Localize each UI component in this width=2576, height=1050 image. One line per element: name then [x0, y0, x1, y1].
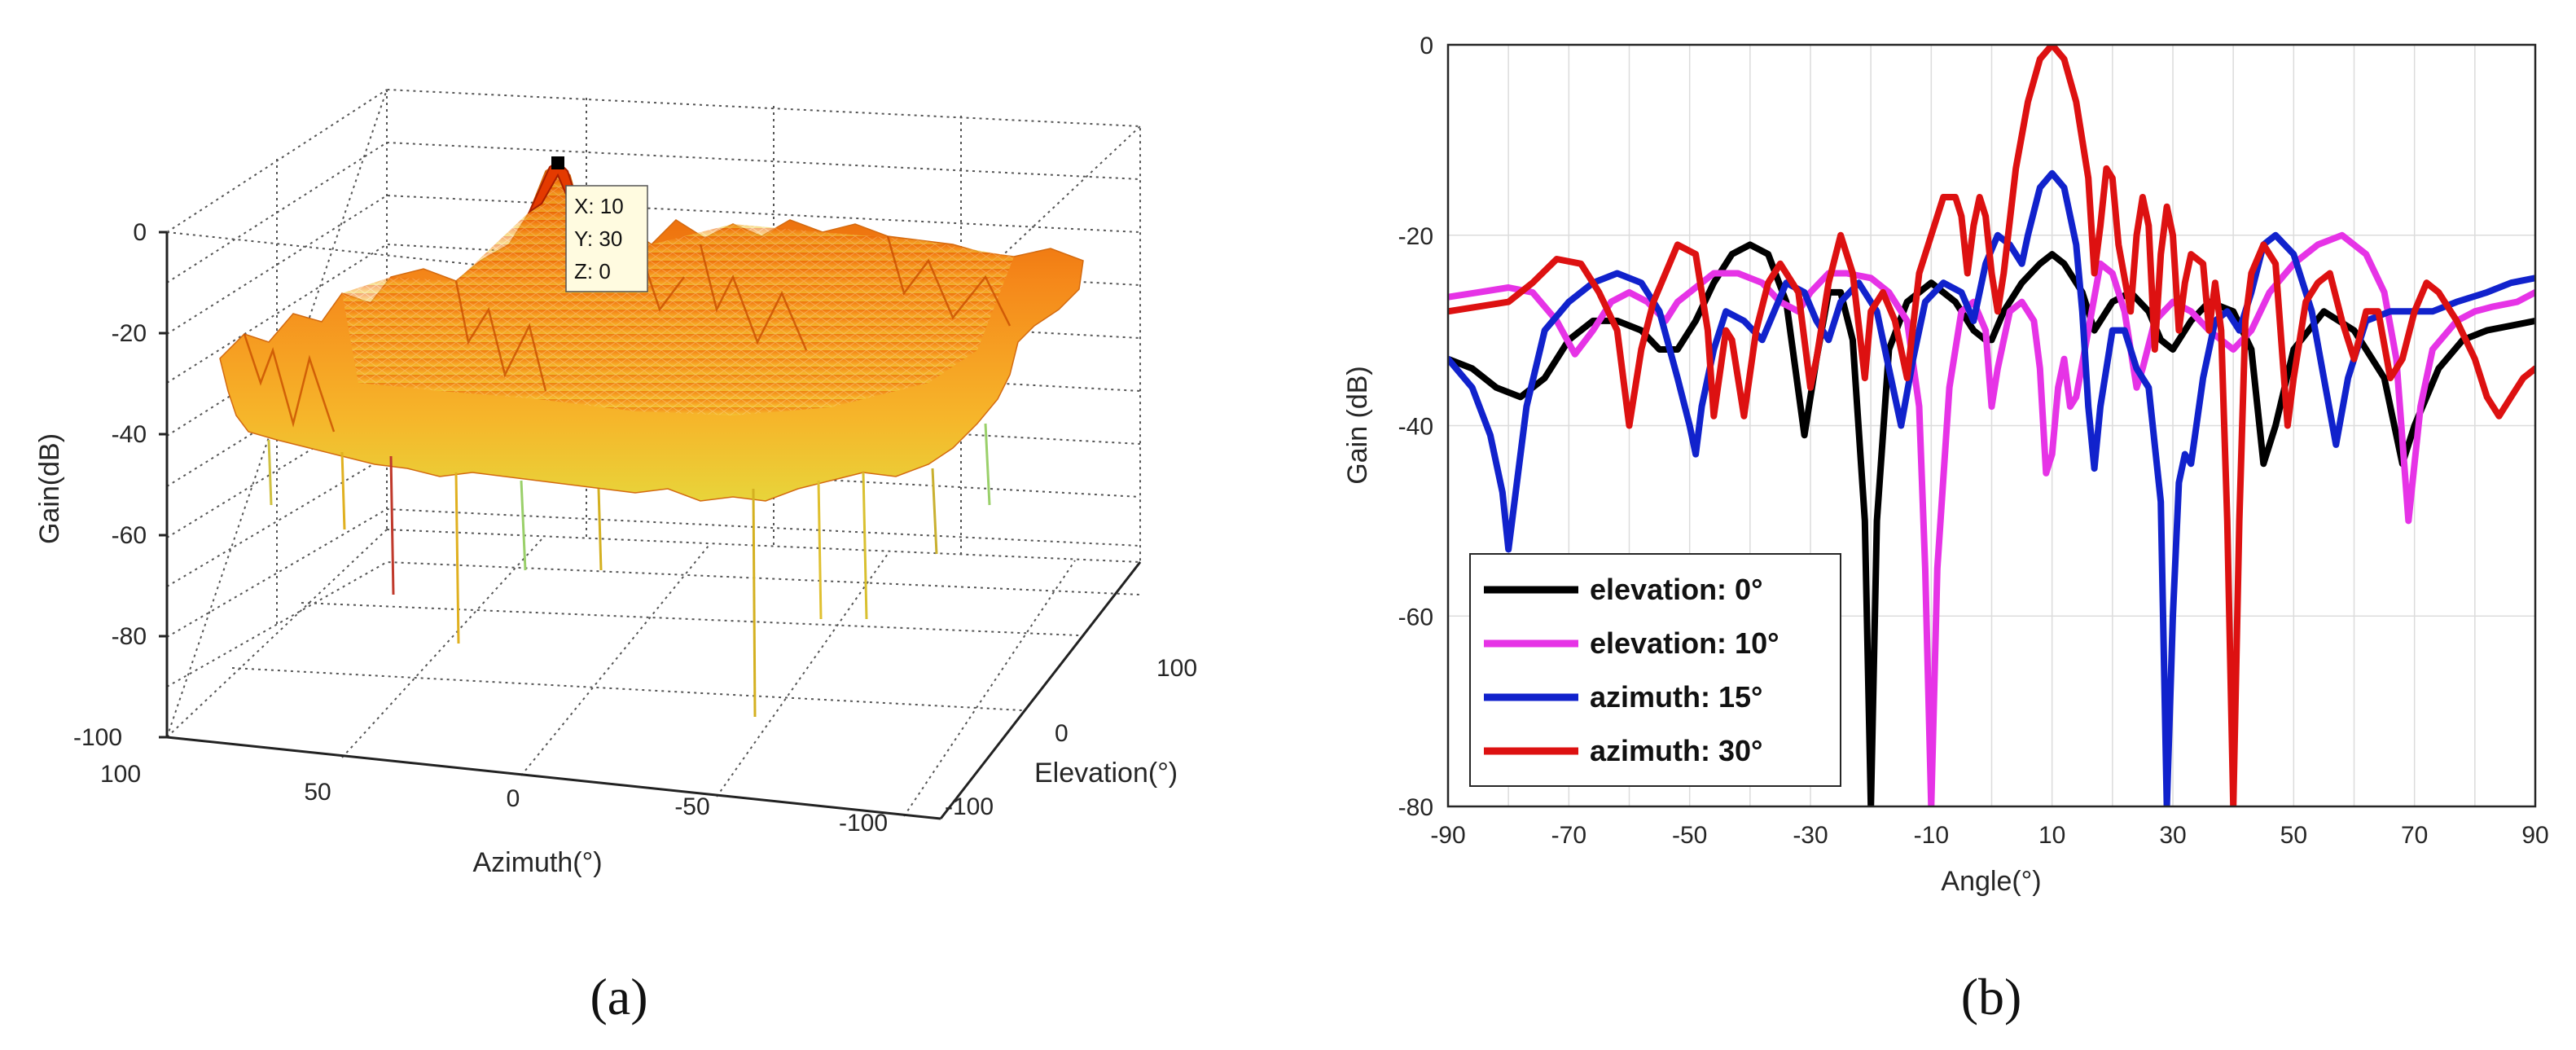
datatip-y: Y: 30 — [574, 226, 622, 251]
legend-label: azimuth: 30° — [1590, 734, 1762, 767]
datatip-z: Z: 0 — [574, 259, 611, 283]
x-tick-label: -90 — [1430, 822, 1465, 849]
line-chart: -90 -70 -50 -30 -10 10 30 50 70 90 0-20-40-60-80 … — [1342, 33, 2549, 1026]
y-tick-label: 0 — [1420, 33, 1433, 59]
gain-surface — [219, 160, 1084, 718]
x-tick-label: -10 — [1914, 822, 1949, 849]
x-tick-label: 10 — [2038, 822, 2065, 849]
panel-a-caption: (a) — [590, 968, 647, 1026]
x-tick-label: -30 — [1793, 822, 1828, 849]
legend-label: elevation: 10° — [1590, 626, 1780, 660]
x-axis-label: Angle(°) — [1941, 866, 2041, 897]
surface-mesh-overlay — [342, 163, 1014, 415]
azimuth-tick-label: -100 — [839, 810, 888, 837]
y-axis-ticks: 0 -20 -40 -60 -80 — [1398, 33, 1433, 821]
y-tick-label: -80 — [1398, 794, 1433, 821]
y-tick-label: -40 — [1398, 414, 1433, 441]
x-tick-label: 90 — [2521, 822, 2548, 849]
x-tick-label: 30 — [2159, 822, 2186, 849]
surface-null-spikes — [267, 423, 991, 718]
x-tick-label: -50 — [1672, 822, 1707, 849]
datatip-box — [565, 185, 648, 292]
x-tick-label: 50 — [2280, 822, 2307, 849]
series-lines — [1448, 45, 2535, 806]
legend-label: azimuth: 15° — [1590, 680, 1762, 714]
series-line-1 — [1448, 231, 2535, 806]
plot-frame — [1446, 43, 2537, 808]
y-tick-label: -20 — [1398, 223, 1433, 250]
datatip-marker[interactable] — [551, 156, 564, 169]
azimuth-axis-label: Azimuth(°) — [472, 847, 602, 878]
series-line-2 — [1448, 169, 2535, 806]
azimuth-tick-label: -50 — [674, 793, 709, 820]
z-tick-label: -80 — [112, 623, 147, 650]
z-tick-label: -20 — [112, 320, 147, 347]
x-tick-label: -70 — [1551, 822, 1586, 849]
z-tick-label: 0 — [133, 219, 147, 246]
z-axis-label: Gain(dB) — [34, 433, 65, 544]
z-axis-ticks — [159, 231, 167, 739]
axis-lines-3d — [165, 232, 1142, 820]
azimuth-tick-label: 100 — [100, 761, 141, 788]
z-tick-label: -100 — [73, 724, 122, 751]
elevation-tick-label: -100 — [945, 793, 994, 820]
x-tick-label: 70 — [2401, 822, 2428, 849]
elevation-axis-label: Elevation(°) — [1034, 758, 1178, 789]
legend: elevation: 0° elevation: 10° azimuth: 15… — [1469, 553, 1841, 787]
y-axis-label: Gain (dB) — [1342, 366, 1373, 485]
elevation-tick-label: 0 — [1055, 720, 1069, 747]
x-axis-ticks: -90 -70 -50 -30 -10 10 30 50 70 90 — [1430, 822, 2548, 849]
datatip[interactable]: X: 10 Y: 30 Z: 0 — [551, 156, 648, 292]
series-line-3 — [1448, 45, 2535, 806]
datatip-x: X: 10 — [574, 194, 624, 218]
z-tick-label: -60 — [112, 522, 147, 549]
surface-plot-3d: 0 -20 -40 -60 -80 -100 Gain(dB) 100 50 0… — [34, 88, 1197, 1026]
azimuth-tick-label: 0 — [507, 785, 520, 812]
panel-b-caption: (b) — [1961, 968, 2022, 1026]
z-tick-label: -40 — [112, 421, 147, 448]
y-tick-label: -60 — [1398, 604, 1433, 630]
azimuth-tick-label: 50 — [304, 779, 331, 806]
legend-label: elevation: 0° — [1590, 573, 1762, 606]
elevation-tick-label: 100 — [1156, 655, 1197, 682]
